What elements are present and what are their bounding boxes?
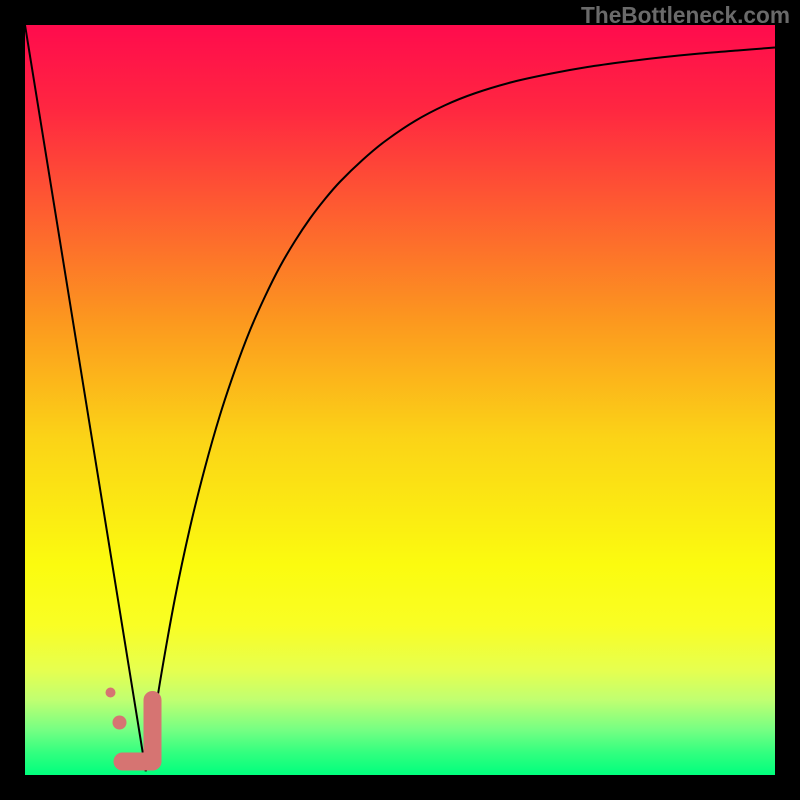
highlight-dot-1 xyxy=(106,688,116,698)
bottleneck-chart: TheBottleneck.com xyxy=(0,0,800,800)
chart-svg xyxy=(0,0,800,800)
highlight-dot-0 xyxy=(113,716,127,730)
plot-background-gradient xyxy=(25,25,775,775)
watermark-text: TheBottleneck.com xyxy=(581,2,790,29)
